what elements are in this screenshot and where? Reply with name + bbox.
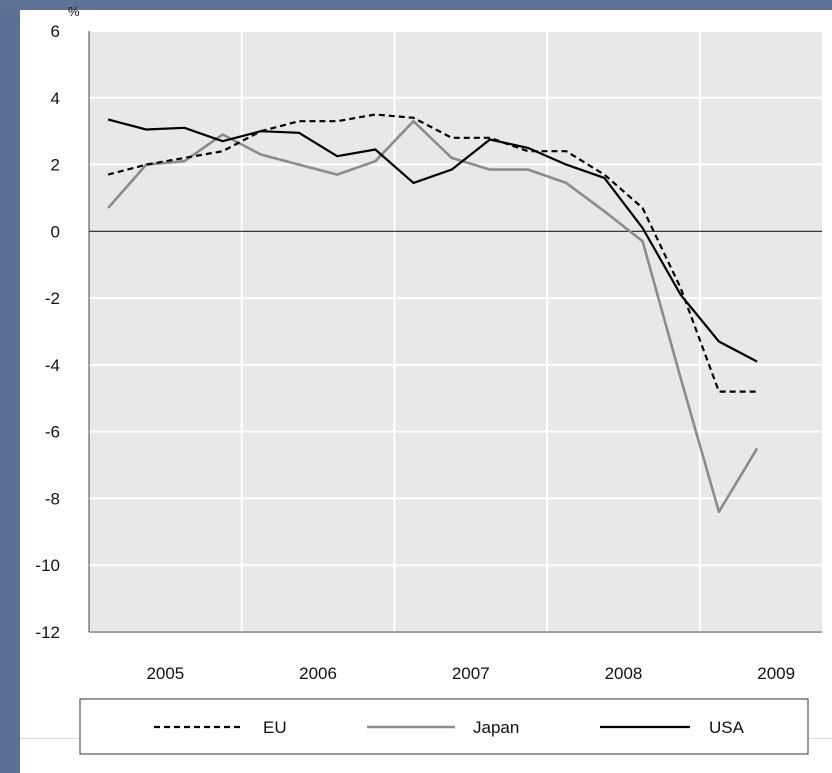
x-tick-label: 2007 <box>452 664 490 683</box>
legend-label-eu: EU <box>263 718 287 737</box>
legend-label-japan: Japan <box>473 718 519 737</box>
y-tick-label: 2 <box>51 156 60 175</box>
y-axis-ticks: 6 4 2 0 -2 -4 -6 -8 -10 -12 <box>35 22 60 642</box>
legend: EU Japan USA <box>79 698 809 755</box>
y-axis-unit-label: % <box>68 4 80 19</box>
y-tick-label: -10 <box>35 556 60 575</box>
x-tick-label: 2009 <box>757 664 795 683</box>
x-tick-label: 2005 <box>146 664 184 683</box>
y-tick-label: -12 <box>35 623 60 642</box>
y-tick-label: -8 <box>45 489 60 508</box>
gridlines <box>89 30 822 633</box>
x-tick-label: 2006 <box>299 664 337 683</box>
y-tick-label: 4 <box>51 89 60 108</box>
x-tick-label: 2008 <box>605 664 643 683</box>
legend-label-usa: USA <box>709 718 745 737</box>
y-tick-label: -4 <box>45 356 60 375</box>
y-tick-label: -2 <box>45 289 60 308</box>
series-line-usa <box>107 118 758 363</box>
slide-top-band <box>0 0 832 10</box>
y-tick-label: 6 <box>51 22 60 41</box>
y-tick-label: -6 <box>45 423 60 442</box>
series-lines <box>107 113 759 514</box>
series-line-eu <box>107 113 758 393</box>
x-axis-ticks: 2005 2006 2007 2008 2009 <box>146 664 795 683</box>
y-tick-label: 0 <box>51 222 60 241</box>
plot-frame <box>88 31 822 633</box>
